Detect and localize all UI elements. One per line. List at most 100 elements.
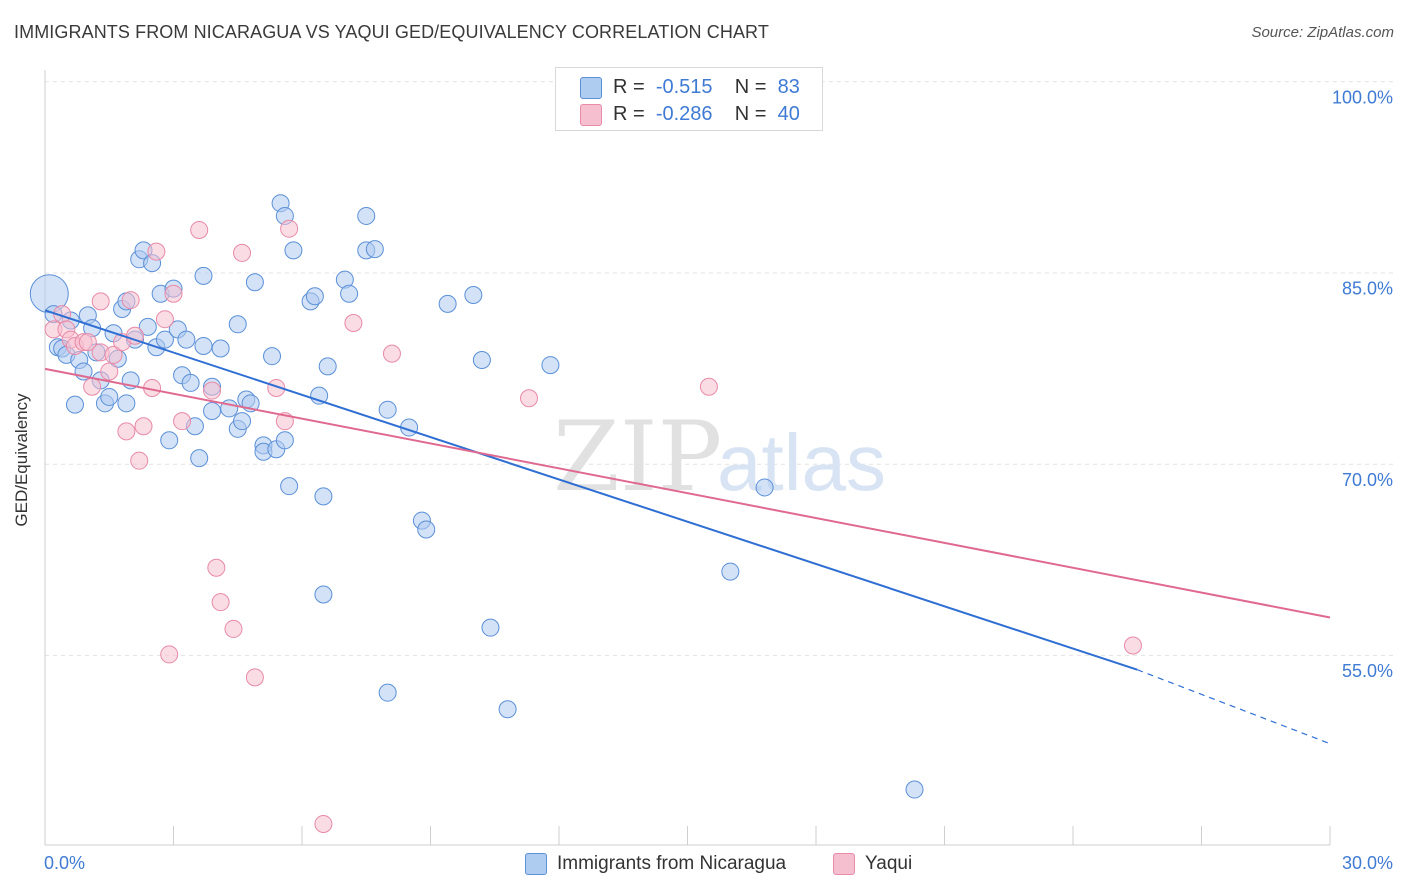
nicaragua-point — [481, 618, 500, 637]
nicaragua-point — [357, 206, 376, 225]
nicaragua-point — [233, 412, 252, 431]
nicaragua-point — [275, 431, 294, 450]
series-label: Immigrants from Nicaragua — [557, 853, 787, 874]
legend-n-value: 40 — [777, 103, 800, 125]
y-tick-label: 55.0% — [1342, 661, 1393, 681]
yaqui-point — [155, 310, 174, 329]
yaqui-point — [267, 379, 286, 398]
nicaragua-point — [318, 357, 337, 376]
nicaragua-point — [155, 330, 174, 349]
legend-n-label: N = — [734, 103, 767, 125]
legend-r-label: R = — [613, 76, 645, 98]
nicaragua-point — [365, 240, 384, 259]
legend-n-label: N = — [734, 76, 767, 98]
pink-swatch — [833, 853, 855, 875]
yaqui-point — [160, 645, 179, 664]
legend-n-value: 83 — [777, 76, 800, 98]
yaqui-point — [91, 292, 110, 311]
nicaragua-point — [100, 387, 119, 406]
nicaragua-point — [160, 431, 179, 450]
chart-title: IMMIGRANTS FROM NICARAGUA VS YAQUI GED/E… — [14, 22, 769, 42]
yaqui-point — [344, 314, 363, 333]
nicaragua-point — [284, 241, 303, 260]
nicaragua-point — [65, 395, 84, 414]
nicaragua-point — [190, 449, 209, 468]
trend-lines — [44, 309, 1331, 745]
y-tick-label: 70.0% — [1342, 470, 1393, 490]
blue-swatch — [580, 77, 602, 99]
y-axis-label: GED/Equivalency — [12, 393, 31, 527]
nicaragua-point — [305, 287, 324, 306]
nicaragua-point — [177, 330, 196, 349]
nicaragua-point — [117, 394, 136, 413]
nicaragua-point — [721, 562, 740, 581]
nicaragua-point — [211, 339, 230, 358]
yaqui-point — [130, 451, 149, 470]
yaqui-point — [245, 668, 264, 687]
y-tick-label: 85.0% — [1342, 279, 1393, 299]
pink-swatch — [580, 104, 602, 126]
yaqui-point — [314, 814, 333, 833]
legend-r-value: -0.515 — [655, 76, 713, 98]
yaqui-point — [1123, 636, 1142, 655]
yaqui-point — [203, 381, 222, 400]
x-tick-label: 30.0% — [1342, 853, 1393, 873]
nicaragua-point — [263, 347, 282, 366]
yaqui-point — [121, 291, 140, 310]
gridlines — [45, 81, 1393, 656]
nicaragua-point — [340, 284, 359, 303]
yaqui-point — [125, 326, 144, 345]
yaqui-point — [83, 377, 102, 396]
source-label: Source: ZipAtlas.com — [1251, 24, 1394, 41]
yaqui-point — [117, 422, 136, 441]
yaqui-point — [147, 242, 166, 261]
nicaragua-point — [245, 273, 264, 292]
nicaragua-point — [314, 585, 333, 604]
nicaragua-point — [498, 700, 517, 719]
y-tick-label: 100.0% — [1332, 87, 1393, 107]
legend-r-value: -0.286 — [655, 103, 713, 125]
nicaragua-trend-extension — [1137, 669, 1331, 745]
blue-swatch — [525, 853, 547, 875]
yaqui-point — [211, 593, 230, 612]
nicaragua-point — [280, 477, 299, 496]
x-tick-label: 0.0% — [44, 853, 85, 873]
yaqui-point — [134, 417, 153, 436]
y-tick-labels: 55.0% 70.0% 85.0% 100.0% — [1332, 87, 1393, 681]
nicaragua-point — [378, 683, 397, 702]
watermark-atlas: atlas — [717, 418, 886, 507]
nicaragua-point — [464, 285, 483, 304]
nicaragua-point — [181, 373, 200, 392]
nicaragua-point — [228, 315, 247, 334]
yaqui-point — [382, 344, 401, 363]
nicaragua-trend-line — [44, 309, 1138, 671]
nicaragua-point — [438, 294, 457, 313]
yaqui-point — [233, 243, 252, 262]
yaqui-point — [280, 219, 299, 238]
watermark-zip: ZIP — [553, 401, 722, 513]
yaqui-point — [224, 619, 243, 638]
nicaragua-point — [755, 478, 774, 497]
axes — [44, 70, 1331, 846]
yaqui-point — [104, 345, 123, 364]
x-tick-labels: 0.0% 30.0% — [44, 853, 1393, 873]
nicaragua-point — [417, 520, 436, 539]
yaqui-point — [173, 412, 192, 431]
nicaragua-point — [541, 356, 560, 375]
nicaragua-point — [472, 350, 491, 369]
yaqui-point — [190, 220, 209, 239]
yaqui-point — [100, 362, 119, 381]
yaqui-point — [164, 284, 183, 303]
nicaragua-point — [203, 401, 222, 420]
yaqui-point — [207, 558, 226, 577]
series-label: Yaqui — [865, 853, 913, 874]
yaqui-point — [699, 377, 718, 396]
yaqui-point — [78, 333, 97, 352]
data-points — [29, 194, 1142, 833]
nicaragua-point — [138, 317, 157, 336]
nicaragua-point — [905, 780, 924, 799]
nicaragua-point — [194, 266, 213, 285]
yaqui-point — [520, 389, 539, 408]
nicaragua-point — [378, 400, 397, 419]
